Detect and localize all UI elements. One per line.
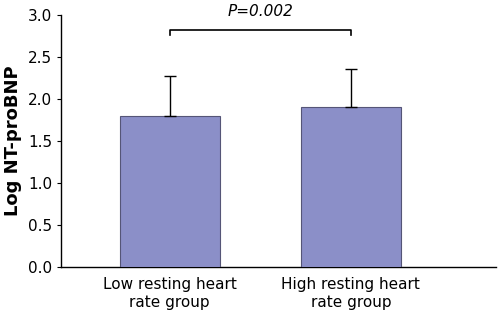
Text: P=0.002: P=0.002 (228, 4, 293, 19)
Bar (301, 107, 400, 267)
Y-axis label: Log NT-proBNP: Log NT-proBNP (4, 66, 22, 216)
Bar (120, 116, 220, 267)
